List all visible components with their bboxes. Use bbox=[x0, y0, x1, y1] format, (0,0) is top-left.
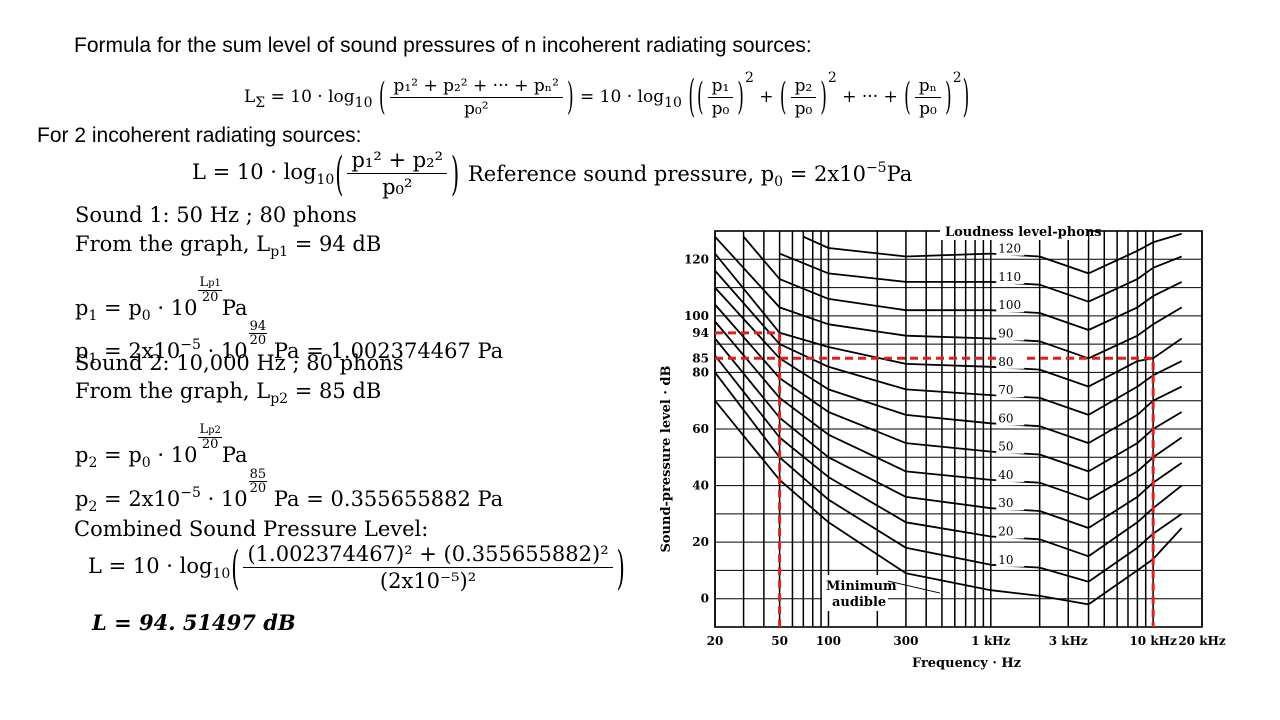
y-tick-label: 20 bbox=[692, 535, 709, 549]
sound1-graph-reading: From the graph, Lp1 = 94 dB bbox=[75, 232, 382, 260]
phon-label: 120 bbox=[998, 242, 1021, 256]
reference-pressure: Reference sound pressure, p0 = 2x10−5Pa bbox=[468, 160, 913, 190]
phon-label: 30 bbox=[998, 496, 1013, 510]
x-tick-label: 100 bbox=[816, 634, 841, 648]
phon-label: 90 bbox=[998, 326, 1013, 340]
y-axis-label: Sound-pressure level · dB bbox=[659, 365, 674, 552]
sound1-pressure-formula: p1 = p0 · 10 Lp1 20 Pa bbox=[75, 275, 248, 324]
curve-20 bbox=[714, 354, 1183, 558]
heading-general: Formula for the sum level of sound press… bbox=[74, 34, 812, 57]
phon-label: 80 bbox=[998, 355, 1013, 369]
chart-labels: 10 20 30 40 50 60 70 80 90 100 110 120 Loudness leve… bbox=[659, 222, 1226, 671]
phon-label: 70 bbox=[998, 383, 1013, 397]
y-tick-label: 80 bbox=[692, 365, 709, 379]
formula-lhs: L bbox=[244, 87, 256, 107]
combined-result: L = 94. 51497 dB bbox=[92, 610, 296, 635]
curve-120 bbox=[802, 232, 1182, 275]
sound1-pressure-calc: p1 = 2x10−5 · 10 94 20 Pa = 1.002374467 Pa bbox=[75, 319, 504, 367]
phon-label: 60 bbox=[998, 411, 1013, 425]
sound2-pressure-calc: p2 = 2x10−5 · 10 85 20 Pa = 0.355655882 Pa bbox=[75, 467, 504, 515]
x-tick-label: 1 kHz bbox=[971, 634, 1010, 648]
chart-curves bbox=[714, 232, 1183, 606]
phon-label-bg bbox=[996, 241, 1025, 256]
min-audible-label-1: Minimum bbox=[826, 579, 897, 594]
curve-70 bbox=[714, 270, 1183, 416]
phon-label: 20 bbox=[998, 524, 1013, 538]
combined-heading: Combined Sound Pressure Level: bbox=[74, 517, 429, 541]
phon-label: 50 bbox=[998, 440, 1013, 454]
phon-label-bg bbox=[996, 524, 1025, 539]
min-audible-bg bbox=[822, 575, 888, 611]
phon-label-bg bbox=[996, 411, 1025, 426]
x-tick-label: 3 kHz bbox=[1049, 634, 1088, 648]
y-tick-label: 120 bbox=[684, 252, 709, 266]
y-tick-label: 94 bbox=[692, 326, 709, 340]
y-tick-label: 60 bbox=[692, 422, 709, 436]
x-tick-label: 10 kHz bbox=[1129, 634, 1177, 648]
phon-label-bg bbox=[996, 354, 1025, 369]
phon-label: 110 bbox=[998, 270, 1021, 284]
min-audible-pointer bbox=[887, 580, 941, 594]
x-tick-label: 300 bbox=[893, 634, 918, 648]
phon-label: 10 bbox=[998, 553, 1013, 567]
x-tick-label: 50 bbox=[771, 634, 788, 648]
heading-two-sources: For 2 incoherent radiating sources: bbox=[37, 124, 362, 147]
marker-sound1 bbox=[715, 331, 782, 627]
sound2-title: Sound 2: 10,000 Hz ; 80 phons bbox=[75, 351, 404, 375]
formula-general: LΣ = 10 · log10 (p₁² + p₂² + ··· + pₙ² p₀… bbox=[244, 70, 970, 124]
phon-label-bg bbox=[996, 298, 1025, 313]
y-tick-label: 40 bbox=[692, 479, 709, 493]
phon-label: 100 bbox=[998, 298, 1021, 312]
curve-50 bbox=[714, 303, 1183, 473]
curve-110 bbox=[779, 252, 1183, 303]
phon-label-bg bbox=[996, 439, 1025, 454]
formula-general-fraction: p₁² + p₂² + ··· + pₙ² p₀² bbox=[389, 76, 563, 119]
loudness-chart: 10 20 30 40 50 60 70 80 90 100 110 120 Loudness leve… bbox=[659, 222, 1226, 671]
chart-grid bbox=[714, 230, 1203, 628]
curve-minimum-audible bbox=[714, 400, 1183, 606]
phon-label: 40 bbox=[998, 468, 1013, 482]
phon-label-bg bbox=[996, 467, 1025, 482]
phon-label-bg bbox=[996, 326, 1025, 341]
combined-formula: L = 10 · log10((1.002374467)² + (0.35565… bbox=[88, 541, 625, 594]
sound2-graph-reading: From the graph, Lp2 = 85 dB bbox=[75, 379, 382, 407]
marker-sound2 bbox=[715, 356, 1155, 627]
chart-title-bg bbox=[940, 222, 1088, 240]
curve-30 bbox=[714, 337, 1183, 529]
phon-label-bg bbox=[996, 552, 1025, 567]
chart-title: Loudness level-phons bbox=[945, 225, 1102, 240]
y-tick-label: 85 bbox=[692, 351, 709, 365]
curve-10 bbox=[714, 371, 1183, 583]
sound1-title: Sound 1: 50 Hz ; 80 phons bbox=[75, 203, 357, 227]
phon-label-bg bbox=[996, 383, 1025, 398]
x-axis-label: Frequency · Hz bbox=[912, 656, 1021, 671]
x-tick-label: 20 bbox=[707, 634, 724, 648]
phon-label-bg bbox=[996, 269, 1025, 284]
min-audible-label-2: audible bbox=[832, 595, 886, 610]
y-tick-label: 0 bbox=[701, 592, 709, 606]
sound2-pressure-formula: p2 = p0 · 10 Lp2 20 Pa bbox=[75, 422, 248, 471]
y-tick-label: 100 bbox=[684, 309, 709, 323]
x-tick-label: 20 kHz bbox=[1178, 634, 1226, 648]
chart-markers bbox=[715, 331, 1155, 627]
formula-two: L = 10 · log10(p₁² + p₂² p₀²) bbox=[192, 147, 460, 200]
phon-label-bg bbox=[996, 496, 1025, 511]
